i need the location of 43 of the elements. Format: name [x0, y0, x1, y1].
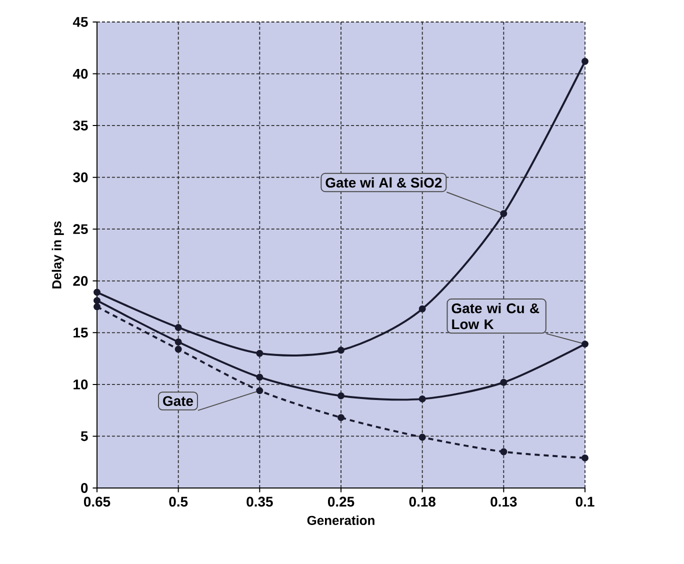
x-tick-label: 0.25	[328, 496, 354, 507]
point	[94, 297, 100, 304]
point	[174, 338, 182, 346]
point	[256, 374, 264, 381]
point	[500, 210, 508, 218]
y-tick-label: 30	[73, 172, 88, 182]
text: Gate	[163, 396, 194, 406]
y-tick-label: 0	[81, 483, 88, 493]
point	[582, 454, 588, 462]
text: Gate wi Al & SiO2	[326, 177, 442, 188]
y-tick-label: 35	[73, 120, 88, 130]
y-tick-label: 25	[73, 224, 88, 234]
point	[582, 58, 588, 65]
y-tick-label: 40	[72, 68, 88, 79]
point	[256, 387, 264, 394]
point	[338, 392, 344, 400]
point	[174, 346, 182, 353]
point	[256, 350, 264, 357]
point	[174, 324, 182, 331]
text: Gate wi Cu & Low K	[452, 303, 540, 330]
y-tick-label: 20	[73, 276, 88, 286]
point	[94, 303, 100, 310]
point	[418, 395, 426, 402]
point	[338, 346, 344, 354]
x-tick-label: 0.65	[84, 496, 110, 507]
x-tick-label: 0.5	[169, 496, 188, 507]
y-tick-label: 10	[74, 379, 88, 390]
point	[418, 434, 426, 441]
y-tick-label: 45	[72, 17, 88, 27]
point	[338, 414, 344, 422]
point	[582, 340, 588, 348]
point	[500, 448, 508, 456]
x-axis-title: Generation	[307, 515, 374, 526]
x-tick-label: 0.18	[409, 496, 436, 507]
point	[418, 305, 426, 312]
point	[94, 288, 100, 296]
y-tick-label: 5	[80, 431, 88, 442]
x-tick-label: 0.35	[246, 496, 273, 507]
x-tick-label: 0.1	[576, 496, 594, 507]
y-axis-title: Delay in ps	[52, 221, 64, 288]
y-tick-label: 15	[74, 328, 88, 338]
point	[500, 378, 508, 386]
x-tick-label: 0.13	[490, 496, 517, 507]
